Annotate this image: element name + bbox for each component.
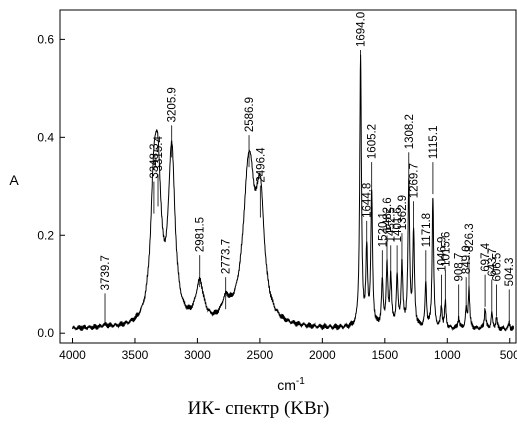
peak-label: 1269.7 [409, 163, 421, 198]
peak-label: 2981.5 [195, 217, 207, 252]
x-tick-label: 3000 [184, 348, 211, 362]
peak-label: 1362.9 [397, 195, 409, 230]
peak-label: 849.0 [461, 245, 473, 274]
x-tick-label: 2500 [247, 348, 274, 362]
peak-label: 504.3 [504, 258, 516, 287]
x-axis-ticks: 4000 3500 3000 2500 2000 1500 1000 500 [59, 338, 517, 362]
peak-markers [104, 50, 510, 326]
peak-label: 1015.6 [440, 232, 452, 267]
peak-label: 1452.5 [386, 207, 398, 242]
peak-label: 643.7 [487, 248, 499, 277]
y-axis-title: A [9, 172, 19, 188]
peak-label: 1520.1 [377, 212, 389, 247]
y-tick-label: 0.6 [37, 32, 54, 46]
peak-label: 3348.3 [149, 143, 161, 178]
peak-label: 3315.4 [153, 136, 165, 172]
peak-label: 697.4 [480, 242, 492, 271]
x-tick-label: 1500 [371, 348, 398, 362]
figure-caption: ИК- спектр (KBr) [187, 398, 330, 419]
spectrum-line [72, 54, 514, 332]
y-axis-ticks: 0.0 0.2 0.4 0.6 [37, 32, 65, 340]
peak-label: 3205.9 [167, 87, 179, 122]
x-axis-title: cm-1 [277, 376, 305, 393]
x-tick-label: 2000 [309, 348, 336, 362]
x-tick-label: 3500 [122, 348, 149, 362]
peak-label: 908.7 [454, 253, 466, 282]
peak-label: 1644.8 [362, 183, 374, 218]
y-tick-label: 0.0 [37, 326, 54, 340]
peak-label: 1115.1 [428, 126, 440, 159]
peak-label: 2773.7 [221, 239, 233, 274]
y-tick-label: 0.4 [37, 130, 54, 144]
peak-label: 1046.9 [436, 237, 448, 272]
peak-label: 2586.9 [244, 97, 256, 132]
peak-label: 1694.0 [356, 12, 368, 47]
x-tick-label: 4000 [59, 348, 86, 362]
y-tick-label: 0.2 [37, 228, 54, 242]
peak-label: 2496.4 [255, 147, 267, 183]
peak-label: 1401.6 [392, 207, 404, 242]
x-tick-label: 500 [500, 348, 517, 362]
peak-label: 1308.2 [404, 114, 416, 149]
peak-label: 606.5 [491, 253, 503, 282]
peak-label: 1482.6 [382, 197, 394, 232]
peak-label: 1171.8 [421, 213, 433, 247]
peak-label: 3739.7 [100, 255, 112, 290]
x-tick-label: 1000 [434, 348, 461, 362]
peak-label: 1605.2 [367, 124, 379, 159]
peak-label: 826.3 [464, 223, 476, 252]
plot-frame [59, 9, 517, 344]
